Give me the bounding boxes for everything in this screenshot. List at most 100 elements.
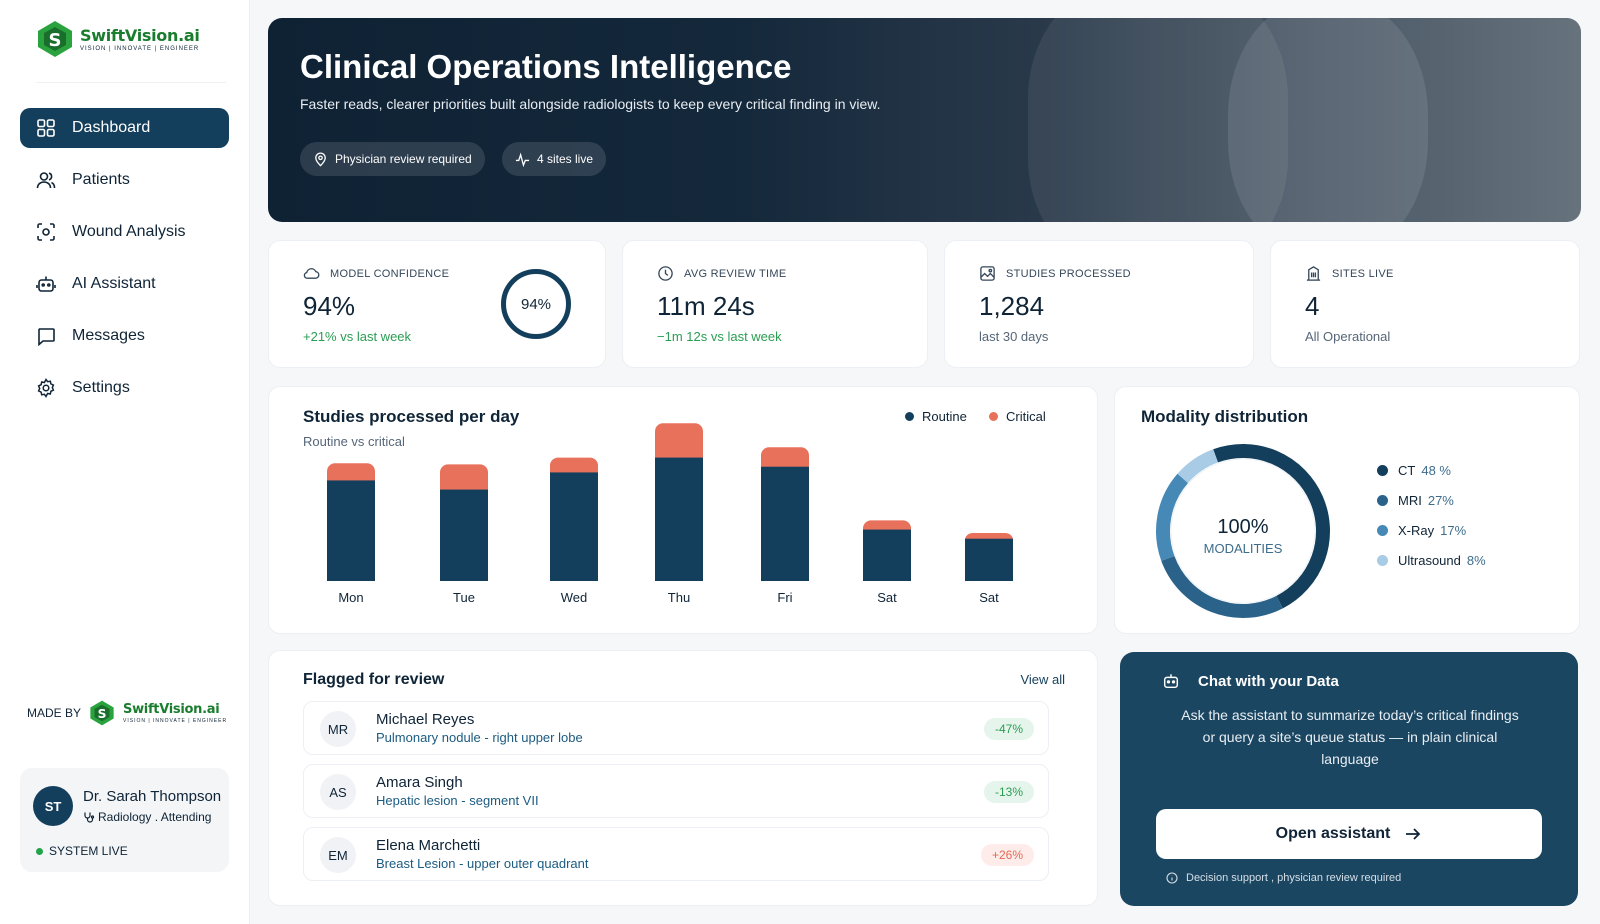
stat-value: 11m 24s: [657, 291, 755, 321]
users-icon: [36, 172, 56, 189]
stat-label: AVG REVIEW TIME: [657, 265, 787, 282]
confidence-ring: 94%: [501, 269, 571, 339]
legend-swatch: [989, 412, 998, 421]
legend-critical: Critical: [989, 409, 1046, 424]
slice-xray: [1156, 473, 1189, 561]
chart-title: Studies processed per day: [303, 407, 520, 426]
user-card[interactable]: ST Dr. Sarah Thompson Radiology . Attend…: [20, 768, 229, 872]
stat-label: MODEL CONFIDENCE: [303, 265, 449, 282]
stethoscope-icon: [84, 812, 95, 823]
user-role: Radiology . Attending: [83, 810, 211, 824]
bar-routine-wed-2: [550, 472, 598, 581]
stat-note: +21% vs last week: [303, 329, 412, 344]
list-item[interactable]: MR Michael Reyes Pulmonary nodule - righ…: [303, 701, 1049, 755]
hero-banner: Clinical Operations Intelligence Faster …: [268, 18, 1581, 222]
legend-ultrasound: Ultrasound 8%: [1377, 553, 1486, 568]
list-item[interactable]: AS Amara Singh Hepatic lesion - segment …: [303, 764, 1049, 818]
brand-name: SwiftVision.ai: [80, 26, 200, 45]
robot-icon: [36, 276, 56, 292]
chat-title: Chat with your Data: [1162, 672, 1339, 690]
brand-tagline: VISION | INNOVATE | ENGINEER: [123, 718, 228, 724]
nav-item-messages[interactable]: Messages: [20, 316, 229, 356]
legend-xray: X-Ray 17%: [1377, 523, 1466, 538]
avatar: EM: [320, 837, 356, 873]
nav-item-settings[interactable]: Settings: [20, 368, 229, 408]
section-title: Flagged for review: [303, 671, 445, 688]
logo-icon: S: [90, 700, 114, 726]
stat-card-avg-review-time: AVG REVIEW TIME 11m 24s −1m 12s vs last …: [622, 240, 928, 368]
legend-swatch: [1377, 525, 1388, 536]
view-all-link[interactable]: View all: [1020, 672, 1065, 687]
nav-label: AI Assistant: [72, 275, 156, 292]
legend-swatch: [1377, 495, 1388, 506]
clock-icon: [658, 266, 673, 281]
nav-label: Wound Analysis: [72, 223, 186, 240]
brand-logo[interactable]: S SwiftVision.ai VISION | INNOVATE | ENG…: [36, 20, 200, 58]
chat-disclaimer: Decision support , physician review requ…: [1166, 872, 1401, 884]
status-dot: [36, 847, 43, 855]
tick-label: Thu: [668, 590, 690, 605]
made-by: MADE BY S SwiftVision.ai VISION | INNOVA…: [27, 700, 227, 726]
bar-routine-thu-3: [655, 457, 703, 581]
nav-item-patients[interactable]: Patients: [20, 160, 229, 200]
open-assistant-button[interactable]: Open assistant: [1156, 809, 1542, 859]
bar-routine-tue-1: [440, 489, 488, 581]
system-status: SYSTEM LIVE: [36, 844, 128, 858]
patient-name: Elena Marchetti: [376, 837, 481, 854]
bar-routine-mon-0: [327, 480, 375, 581]
legend-mri: MRI 27%: [1377, 493, 1454, 508]
stat-note: All Operational: [1305, 329, 1391, 344]
bar-chart: Mon Tue Wed Thu Fri Sat Sat: [327, 423, 1013, 605]
trend-badge: +26%: [980, 844, 1034, 866]
nav-item-ai-assistant[interactable]: AI Assistant: [20, 264, 229, 304]
chart-modality-distribution: Modality distribution 100% MODALITIES CT …: [1114, 386, 1580, 634]
nav-item-wound-analysis[interactable]: Wound Analysis: [20, 212, 229, 252]
scan-icon: [37, 223, 55, 241]
bar-routine-fri-4: [761, 466, 809, 581]
slice-ct: [1213, 444, 1330, 609]
nav-item-dashboard[interactable]: Dashboard: [20, 108, 229, 148]
logo-icon: S: [38, 21, 72, 57]
hero-background: [1228, 18, 1428, 222]
donut-center-label: MODALITIES: [1204, 541, 1283, 556]
trend-badge: -13%: [983, 781, 1034, 803]
avatar: MR: [320, 711, 356, 747]
finding-description: Breast Lesion - upper outer quadrant: [376, 856, 589, 871]
divider: [36, 82, 226, 83]
main-nav: Dashboard Patients Wound Analysis AI Ass…: [20, 108, 229, 420]
chart-subtitle: Routine vs critical: [303, 434, 405, 449]
stat-card-studies-processed: STUDIES PROCESSED 1,284 last 30 days: [944, 240, 1254, 368]
grid-icon: [37, 119, 55, 137]
legend-swatch: [1377, 465, 1388, 476]
bar-critical-thu-3: [655, 423, 703, 466]
stat-value: 1,284: [979, 291, 1045, 321]
stat-card-model-confidence: MODEL CONFIDENCE 94% +21% vs last week 9…: [268, 240, 606, 368]
sidebar: S SwiftVision.ai VISION | INNOVATE | ENG…: [0, 0, 250, 924]
chart-title: Modality distribution: [1141, 407, 1309, 426]
finding-description: Hepatic lesion - segment VII: [376, 793, 539, 808]
legend-routine: Routine: [905, 409, 967, 424]
made-by-label: MADE BY: [27, 706, 82, 720]
legend-swatch: [1377, 555, 1388, 566]
stat-value: 4: [1305, 291, 1320, 321]
tick-label: Sat: [877, 590, 897, 605]
legend-swatch: [905, 412, 914, 421]
bar-routine-sat-6: [965, 538, 1013, 581]
page-title: Clinical Operations Intelligence: [300, 48, 792, 85]
list-item[interactable]: EM Elena Marchetti Breast Lesion - upper…: [303, 827, 1049, 881]
nav-label: Messages: [72, 327, 145, 344]
chart-studies-per-day: Studies processed per day Routine vs cri…: [268, 386, 1098, 634]
bar-routine-sat-5: [863, 529, 911, 581]
brand-name: SwiftVision.ai: [123, 702, 220, 717]
slice-mri: [1161, 555, 1283, 618]
nav-label: Dashboard: [72, 119, 151, 136]
stat-label: SITES LIVE: [1305, 265, 1394, 282]
chip-physician-review[interactable]: Physician review required: [300, 142, 485, 176]
chip-sites-live[interactable]: 4 sites live: [502, 142, 607, 176]
chat-description: Ask the assistant to summarize today’s c…: [1181, 707, 1519, 767]
activity-icon: [515, 152, 530, 167]
info-icon: [1166, 872, 1178, 884]
nav-label: Patients: [72, 171, 130, 188]
stat-note: −1m 12s vs last week: [657, 329, 782, 344]
donut-center: [1170, 458, 1316, 604]
